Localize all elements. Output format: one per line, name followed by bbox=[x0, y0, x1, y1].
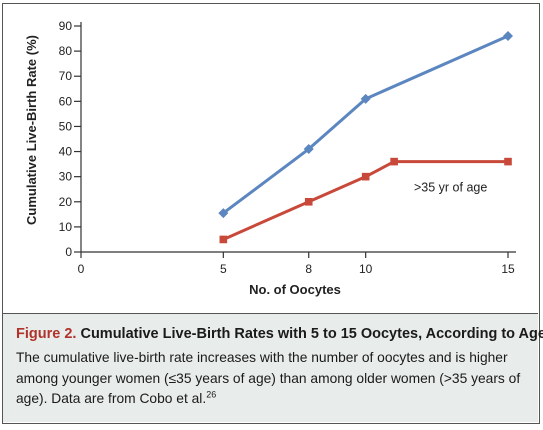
caption-title: Cumulative Live-Birth Rates with 5 to 15… bbox=[80, 326, 543, 342]
figure-label: Figure 2. bbox=[16, 326, 77, 342]
x-tick-label: 0 bbox=[78, 262, 85, 276]
y-tick-label: 50 bbox=[59, 119, 73, 133]
figure-caption: Figure 2. Cumulative Live-Birth Rates wi… bbox=[3, 313, 543, 422]
data-point-square bbox=[361, 172, 370, 181]
y-tick-label: 60 bbox=[59, 94, 73, 108]
chart-area: Cumulative Live-Birth Rate (%) No. of Oo… bbox=[3, 4, 541, 312]
x-tick-label: 15 bbox=[501, 262, 515, 276]
x-tick-label: 5 bbox=[220, 262, 227, 276]
y-tick-label: 30 bbox=[59, 170, 73, 184]
data-point-diamond bbox=[218, 208, 229, 219]
caption-heading: Figure 2. Cumulative Live-Birth Rates wi… bbox=[16, 324, 543, 344]
data-point-diamond bbox=[360, 93, 371, 104]
data-point-square bbox=[504, 157, 512, 166]
caption-reference: 26 bbox=[206, 389, 217, 400]
data-point-square bbox=[219, 235, 228, 244]
data-point-diamond bbox=[503, 31, 513, 42]
y-tick-label: 90 bbox=[59, 19, 73, 33]
series-line bbox=[222, 34, 509, 215]
data-point-square bbox=[390, 157, 398, 166]
y-tick-label: 0 bbox=[65, 245, 72, 259]
caption-body: The cumulative live-birth rate increases… bbox=[16, 348, 528, 410]
y-axis-title: Cumulative Live-Birth Rate (%) bbox=[24, 35, 39, 225]
y-tick-label: 10 bbox=[59, 220, 73, 234]
y-tick-label: 20 bbox=[59, 195, 73, 209]
data-point-diamond bbox=[303, 144, 314, 155]
figure-panel: Cumulative Live-Birth Rate (%) No. of Oo… bbox=[2, 3, 543, 424]
x-tick-label: 10 bbox=[359, 262, 373, 276]
x-tick-label: 8 bbox=[305, 262, 312, 276]
y-tick-label: 70 bbox=[59, 69, 73, 83]
line-chart: Cumulative Live-Birth Rate (%) No. of Oo… bbox=[24, 19, 516, 297]
y-tick-label: 80 bbox=[59, 44, 73, 58]
series-label: >35 yr of age bbox=[414, 181, 487, 195]
caption-text: The cumulative live-birth rate increases… bbox=[16, 350, 521, 406]
x-axis-title: No. of Oocytes bbox=[249, 282, 341, 297]
data-point-square bbox=[304, 197, 313, 206]
y-tick-label: 40 bbox=[59, 145, 73, 159]
